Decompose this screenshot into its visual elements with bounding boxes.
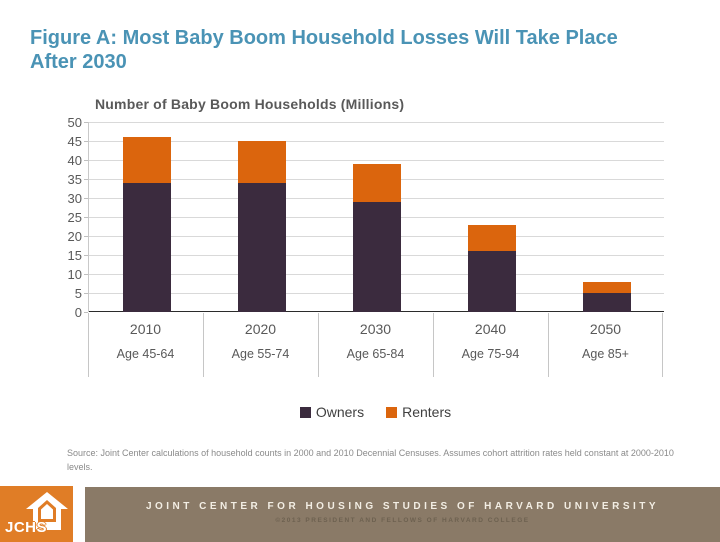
category-separator [203, 313, 204, 377]
category-separator [318, 313, 319, 377]
y-axis-tick-label: 15 [67, 248, 82, 263]
legend-label: Renters [402, 404, 452, 420]
category-separator [433, 313, 434, 377]
bar-segment-renters-2010 [122, 137, 171, 183]
y-axis-tick-mark [84, 179, 88, 180]
age-label: Age 45-64 [116, 347, 175, 361]
year-label: 2040 [474, 321, 507, 337]
y-axis-tick-label: 50 [67, 115, 82, 130]
y-axis-tick-mark [84, 141, 88, 142]
y-axis-tick-label: 40 [67, 153, 82, 168]
house-icon [25, 491, 69, 536]
year-label: 2010 [129, 321, 162, 337]
logo-text: JCHS [5, 519, 48, 536]
year-label: 2050 [589, 321, 622, 337]
y-axis-tick-mark [84, 160, 88, 161]
bar-segment-renters-2030 [352, 163, 401, 202]
year-label: 2020 [244, 321, 277, 337]
org-name: JOINT CENTER FOR HOUSING STUDIES OF HARV… [145, 501, 660, 512]
category-label: 2010 Age 45-64 [88, 313, 203, 377]
bar-segment-renters-2050 [582, 281, 631, 293]
gridline [89, 141, 664, 142]
category-separator [662, 313, 663, 377]
age-label: Age 85+ [582, 347, 629, 361]
gridline [89, 160, 664, 161]
source-note: Source: Joint Center calculations of hou… [67, 448, 674, 473]
bar-segment-owners-2010 [122, 182, 171, 312]
y-axis-tick-label: 10 [67, 267, 82, 282]
x-axis-label-area: 2010 Age 45-64 2020 Age 55-74 2030 Age 65-84 2… [88, 313, 663, 377]
legend: Owners Renters [88, 404, 663, 420]
category-separator [548, 313, 549, 377]
age-label: Age 75-94 [461, 347, 520, 361]
copyright: ©2013 PRESIDENT AND FELLOWS OF HARVARD C… [275, 517, 530, 524]
y-axis-tick-mark [84, 255, 88, 256]
bar-segment-owners-2050 [582, 293, 631, 312]
year-label: 2030 [359, 321, 392, 337]
y-axis-tick-label: 5 [74, 286, 82, 301]
chart-title: Number of Baby Boom Households (Millions… [95, 96, 405, 112]
y-axis-tick-mark [84, 274, 88, 275]
age-label: Age 65-84 [346, 347, 405, 361]
y-axis-tick-mark [84, 293, 88, 294]
y-axis-tick-mark [84, 312, 88, 313]
y-axis-tick-mark [84, 198, 88, 199]
category-label: 2020 Age 55-74 [203, 313, 318, 377]
bar-segment-owners-2030 [352, 201, 401, 312]
owners-swatch-icon [299, 406, 311, 418]
category-label: 2050 Age 85+ [548, 313, 663, 377]
bar-segment-renters-2020 [237, 141, 286, 183]
y-axis-tick-label: 45 [67, 134, 82, 149]
plot-area [88, 122, 664, 312]
category-label: 2040 Age 75-94 [433, 313, 548, 377]
y-axis-tick-label: 0 [74, 305, 82, 320]
figure-title: Figure A: Most Baby Boom Household Losse… [30, 27, 618, 73]
legend-item-owners: Owners [299, 404, 365, 420]
renters-swatch-icon [386, 406, 398, 418]
bar-segment-renters-2040 [467, 224, 516, 252]
bar-segment-owners-2040 [467, 251, 516, 312]
legend-item-renters: Renters [386, 404, 451, 420]
legend-label: Owners [315, 404, 365, 420]
y-axis-tick-mark [84, 217, 88, 218]
category-separator [88, 313, 89, 377]
y-axis-tick-label: 20 [67, 229, 82, 244]
y-axis-tick-label: 30 [67, 191, 82, 206]
footer-bar: JOINT CENTER FOR HOUSING STUDIES OF HARV… [85, 487, 720, 542]
y-axis-tick-label: 25 [67, 210, 82, 225]
age-label: Age 55-74 [231, 347, 290, 361]
category-label: 2030 Age 65-84 [318, 313, 433, 377]
bar-segment-owners-2020 [237, 182, 286, 312]
y-axis-tick-mark [84, 236, 88, 237]
jchs-logo: JCHS [0, 486, 73, 542]
gridline [89, 122, 664, 123]
y-axis-tick-label: 35 [67, 172, 82, 187]
y-axis-tick-mark [84, 122, 88, 123]
